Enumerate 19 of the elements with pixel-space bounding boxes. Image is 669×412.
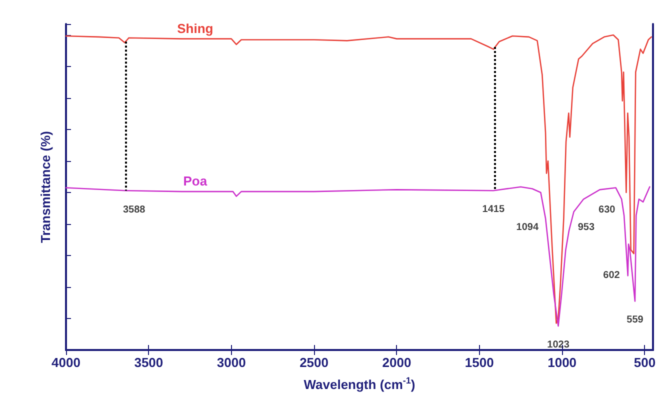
annotation: 1094 (516, 222, 539, 233)
x-tick-label: 2500 (300, 355, 328, 370)
annotation: 1023 (547, 340, 570, 351)
annotation: 1415 (482, 204, 505, 216)
y-axis-title: Transmittance (%) (38, 131, 53, 243)
x-tick-label: 2000 (382, 355, 412, 370)
series-label: Poa (183, 174, 208, 189)
x-tick-label: 4000 (52, 355, 80, 370)
annotation: 953 (578, 222, 595, 233)
x-tick-label: 1500 (464, 355, 494, 370)
x-tick-label: 1000 (548, 355, 577, 370)
annotation: 602 (603, 270, 620, 282)
annotation: 3588 (123, 204, 146, 216)
x-tick-label: 500 (634, 355, 656, 370)
x-tick-label: 3500 (134, 355, 164, 370)
annotation: 630 (598, 204, 616, 216)
annotation: 559 (626, 314, 644, 326)
x-tick-label: 3000 (216, 355, 246, 370)
series-label: Shing (177, 20, 214, 36)
